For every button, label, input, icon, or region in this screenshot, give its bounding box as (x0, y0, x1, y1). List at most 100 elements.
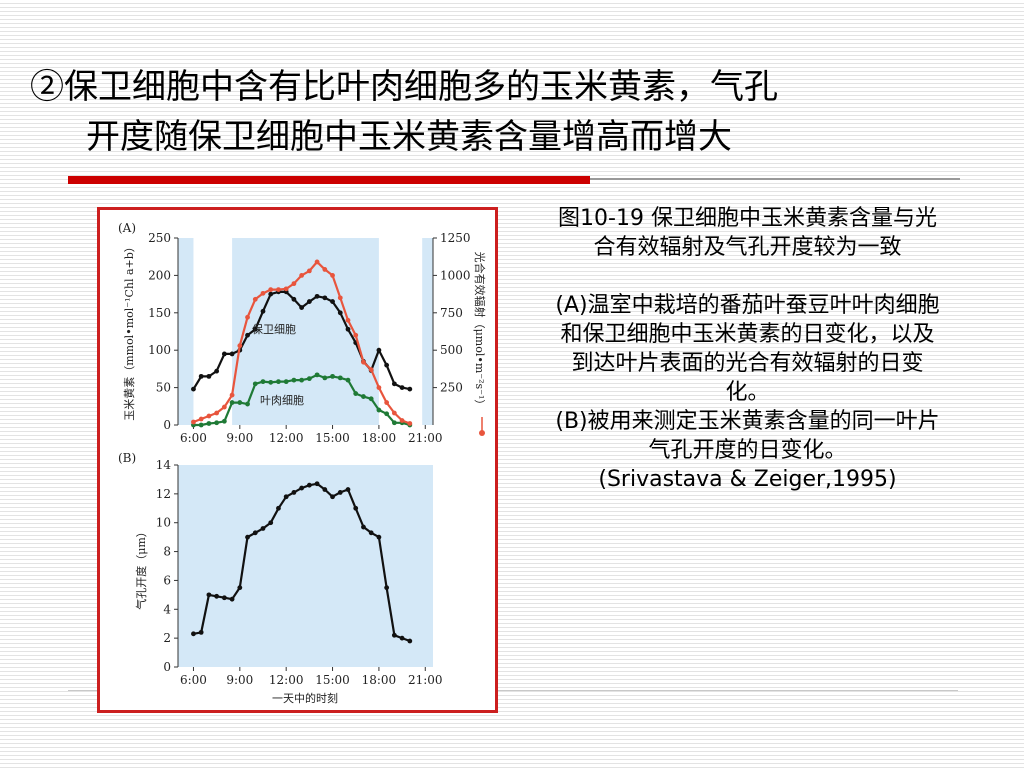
panel-b-xtick-label-3: 15:00 (315, 673, 350, 687)
panel-a-series-1-point (198, 422, 204, 428)
panel-a-series-0-point (322, 295, 328, 301)
panel-b-series-0-point (399, 635, 405, 641)
panel-a-series-0-point (399, 385, 405, 390)
panel-b-series-0-point (221, 595, 227, 601)
panel-a-series-0-point (306, 299, 312, 304)
panel-b-series-0-point (345, 487, 351, 492)
panel-a-series-2-point (276, 287, 281, 293)
panel-a-y-ticks: 0 50 100 150 200 250 (148, 231, 178, 432)
panel-b-xtick-label-0: 6:00 (180, 673, 207, 687)
panel-b-series-0-point (376, 534, 382, 540)
panel-a-series-2-point (361, 359, 366, 365)
panel-b-xtick-label-4: 18:00 (362, 673, 397, 687)
panel-a-series-1-point (260, 379, 266, 385)
panel-a-series-1-point (314, 372, 320, 378)
panel-a-series-0-point (268, 291, 274, 297)
panel-a-series-0-point (384, 362, 390, 368)
panel-a-series-2-point (245, 314, 250, 320)
panel-a-series-0-point (407, 386, 413, 392)
panel-a-series-1-point (306, 376, 312, 382)
panel-a-series-1-point (276, 379, 281, 385)
panel-a-series-1-point (361, 394, 366, 399)
panel-a-series-0-point (330, 299, 335, 304)
panel-a-ytick-label-4: 200 (148, 268, 171, 282)
panel-b-series-0-point (391, 632, 397, 638)
panel-b-ytick-label-6: 12 (156, 487, 171, 501)
panel-a-label: (A) (118, 221, 136, 235)
panel-b-xtick-label-5: 21:00 (408, 673, 443, 687)
panel-b-xlabel: 一天中的时刻 (272, 691, 338, 705)
panel-a-series-1-point (237, 400, 243, 405)
panel-a-ytick-label-0: 0 (163, 418, 171, 432)
panel-a-series-1-point (245, 401, 250, 407)
panel-b-shading (178, 465, 433, 667)
panel-b-series-0-point (368, 530, 374, 536)
panel-b-series-0-point (260, 526, 266, 531)
panel-a-series-0-point (221, 351, 227, 357)
panel-a-left-ylabel: 玉米黄素（mmol•mol⁻¹Chl a+b） (122, 241, 136, 421)
slide-title: ②保卫细胞中含有比叶肉细胞多的玉米黄素，气孔 开度随保卫细胞中玉米黄素含量增高而… (30, 62, 960, 162)
panel-a-series-0-point (191, 386, 196, 392)
panel-b-ytick-label-0: 0 (163, 660, 171, 674)
panel-a-series-0-point (206, 373, 212, 379)
panel-a-series-1-point (221, 418, 227, 424)
panel-a-series-2-point (399, 418, 405, 423)
panel-a-series-2-point (345, 317, 351, 323)
panel-a-series-1-point (384, 411, 390, 417)
panel-a-series-1-point (353, 391, 359, 396)
panel-a-ytick-label-1: 50 (156, 381, 171, 395)
title-line-2: 开度随保卫细胞中玉米黄素含量增高而增大 (86, 117, 732, 157)
mesophyll-label: 叶肉细胞 (260, 394, 304, 407)
panel-a-series-1-point (268, 379, 274, 385)
panel-a-series-1-point (337, 375, 343, 381)
panel-a-series-0-point (198, 373, 204, 379)
panel-b-series-0-point (330, 494, 335, 500)
panel-a-series-2-point (260, 290, 266, 296)
panel-b-series-0-point (268, 520, 274, 526)
panel-a-series-1-point (291, 377, 297, 383)
panel-a-series-1-point (299, 377, 305, 383)
panel-a-series-1-point (214, 420, 220, 426)
panel-a-series-0-point (299, 305, 305, 310)
panel-a-series-1-point (391, 420, 397, 426)
panel-a-series-2-point (407, 421, 413, 426)
panel-b-ytick-label-1: 2 (163, 631, 171, 645)
caption-citation: (Srivastava & Zeiger,1995) (598, 467, 897, 492)
panel-a-series-2-point (376, 385, 382, 390)
panel-b-series-0-point (299, 485, 305, 491)
par-legend-marker (479, 417, 485, 436)
title-rule-accent (68, 176, 590, 184)
title-line-1: ②保卫细胞中含有比叶肉细胞多的玉米黄素，气孔 (30, 67, 778, 107)
panel-b-series-0-point (206, 592, 212, 598)
panel-a-y2tick-label-0: 250 (440, 381, 463, 395)
panel-a-series-2-point (314, 259, 320, 265)
panel-a-series-2-point (384, 400, 390, 405)
panel-b-series (191, 481, 413, 644)
panel-a-xtick-label-5: 21:00 (408, 431, 443, 445)
panel-b-series-0-point (314, 481, 320, 487)
panel-a-series-2-point (391, 410, 397, 416)
panel-a-series-1-point (252, 381, 258, 387)
panel-b-series-0-point (191, 631, 196, 637)
panel-a-series-1-point (376, 407, 382, 413)
panel-b-xtick-label-2: 12:00 (269, 673, 304, 687)
panel-b-series-0-point (337, 490, 343, 495)
panel-a-ytick-label-3: 150 (148, 306, 171, 320)
panel-a-series-0-point (337, 310, 343, 316)
panel-a-series-0-point (252, 326, 258, 332)
panel-a-series-2-point (306, 268, 312, 274)
panel-a-series-2-point (268, 287, 274, 293)
panel-a-series-2-point (191, 419, 196, 425)
caption-part-a: (A)温室中栽培的番茄叶蚕豆叶叶肉细胞和保卫细胞中玉米黄素的日变化，以及到达叶片… (555, 293, 940, 405)
caption-heading: 图10-19 保卫细胞中玉米黄素含量与光合有效辐射及气孔开度较为一致 (558, 206, 937, 260)
panel-a-series-1-point (330, 373, 335, 379)
panel-b-series-0-point (214, 593, 220, 599)
panel-a-ytick-label-5: 250 (148, 231, 171, 245)
panel-b-series-0-point (252, 530, 258, 536)
panel-a-series-0-point (245, 332, 250, 338)
title-rule-gray (590, 178, 960, 180)
panel-b-series-0-point (306, 482, 312, 488)
panel-a-series-2-point (283, 286, 289, 292)
panel-a-series-0-point (291, 296, 297, 302)
panel-b-xtick-label-1: 9:00 (226, 673, 253, 687)
